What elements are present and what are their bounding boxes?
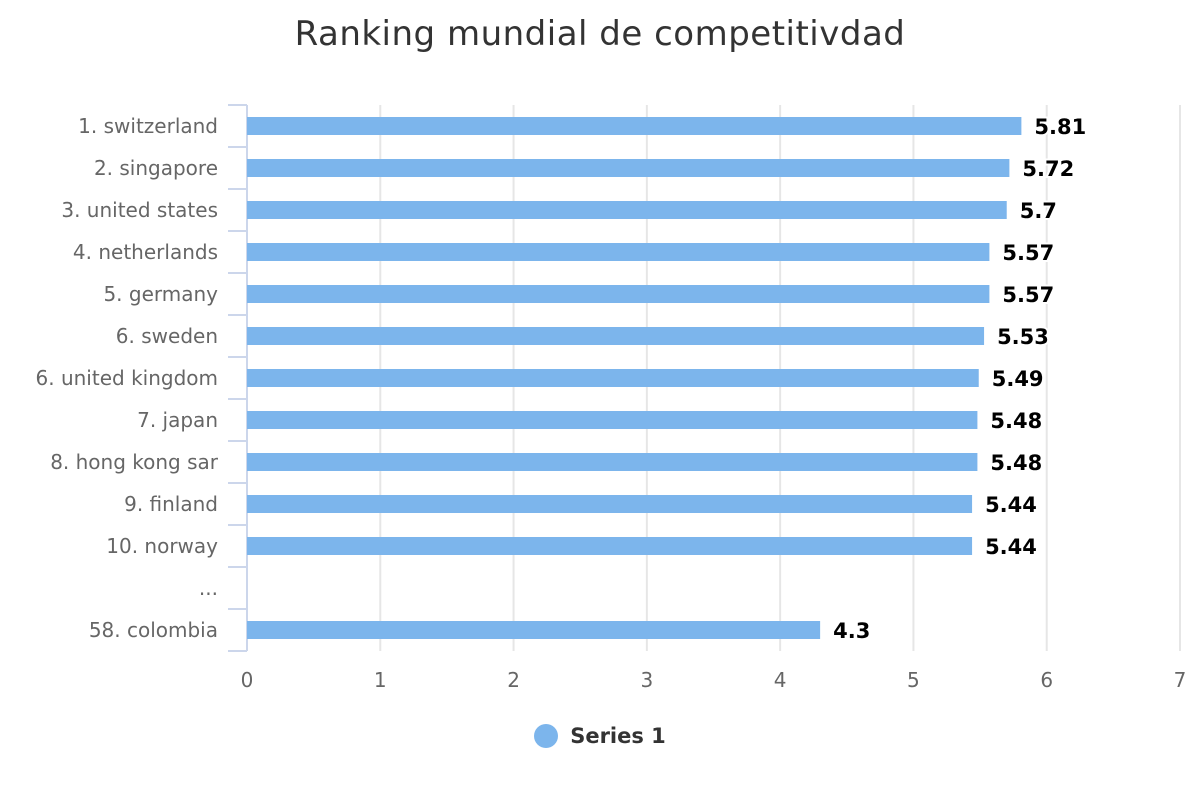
category-label: 6. united kingdom: [36, 366, 218, 390]
data-label: 5.49: [992, 367, 1044, 391]
data-label: 5.72: [1022, 157, 1074, 181]
bar[interactable]: [247, 327, 985, 345]
category-label: 5. germany: [103, 282, 218, 306]
x-tick-label: 3: [640, 668, 653, 692]
x-tick-label: 7: [1174, 668, 1187, 692]
x-tick-label: 4: [774, 668, 787, 692]
category-label: ...: [199, 576, 218, 600]
category-label: 10. norway: [106, 534, 218, 558]
category-axis: [228, 104, 248, 652]
category-labels: 1. switzerland 2. singapore 3. united stat…: [36, 114, 219, 642]
legend-item-series-1[interactable]: Series 1: [534, 724, 666, 748]
data-label: 5.48: [990, 409, 1042, 433]
chart-title: Ranking mundial de competitivdad: [294, 14, 906, 54]
category-label: 58. colombia: [89, 618, 218, 642]
x-tick-label: 1: [374, 668, 387, 692]
data-labels: 5.81 5.72 5.7 5.57 5.57 5.53 5.49 5.48 5.48 5.44 5…: [831, 113, 1088, 645]
bars: [247, 117, 1022, 639]
bar[interactable]: [247, 453, 978, 471]
bar[interactable]: [247, 285, 990, 303]
category-label: 1. switzerland: [78, 114, 218, 138]
bar[interactable]: [247, 243, 990, 261]
category-label: 4. netherlands: [73, 240, 218, 264]
category-label: 6. sweden: [116, 324, 218, 348]
category-label: 8. hong kong sar: [50, 450, 219, 474]
bar[interactable]: [247, 159, 1010, 177]
legend: Series 1: [0, 724, 1200, 748]
bar[interactable]: [247, 537, 973, 555]
data-label: 4.3: [833, 619, 870, 643]
bar[interactable]: [247, 621, 821, 639]
data-label: 5.7: [1020, 199, 1057, 223]
x-tick-label: 2: [507, 668, 520, 692]
category-label: 3. united states: [61, 198, 218, 222]
bar[interactable]: [247, 369, 979, 387]
bar[interactable]: [247, 201, 1007, 219]
legend-label: Series 1: [570, 724, 666, 748]
category-label: 9. finland: [124, 492, 218, 516]
data-label: 5.81: [1034, 115, 1086, 139]
data-label: 5.57: [1002, 283, 1054, 307]
category-label: 7. japan: [137, 408, 218, 432]
bar[interactable]: [247, 117, 1022, 135]
data-label: 5.53: [997, 325, 1049, 349]
bar[interactable]: [247, 411, 978, 429]
x-tick-label: 0: [241, 668, 254, 692]
x-tick-label: 6: [1040, 668, 1053, 692]
category-label: 2. singapore: [94, 156, 218, 180]
legend-swatch: [534, 724, 559, 748]
x-tick-label: 5: [907, 668, 920, 692]
value-axis-ticks: 0 1 2 3 4 5 6 7: [241, 668, 1187, 692]
data-label: 5.48: [990, 451, 1042, 475]
data-label: 5.57: [1002, 241, 1054, 265]
bar[interactable]: [247, 495, 973, 513]
data-label: 5.44: [985, 493, 1037, 517]
data-label: 5.44: [985, 535, 1037, 559]
